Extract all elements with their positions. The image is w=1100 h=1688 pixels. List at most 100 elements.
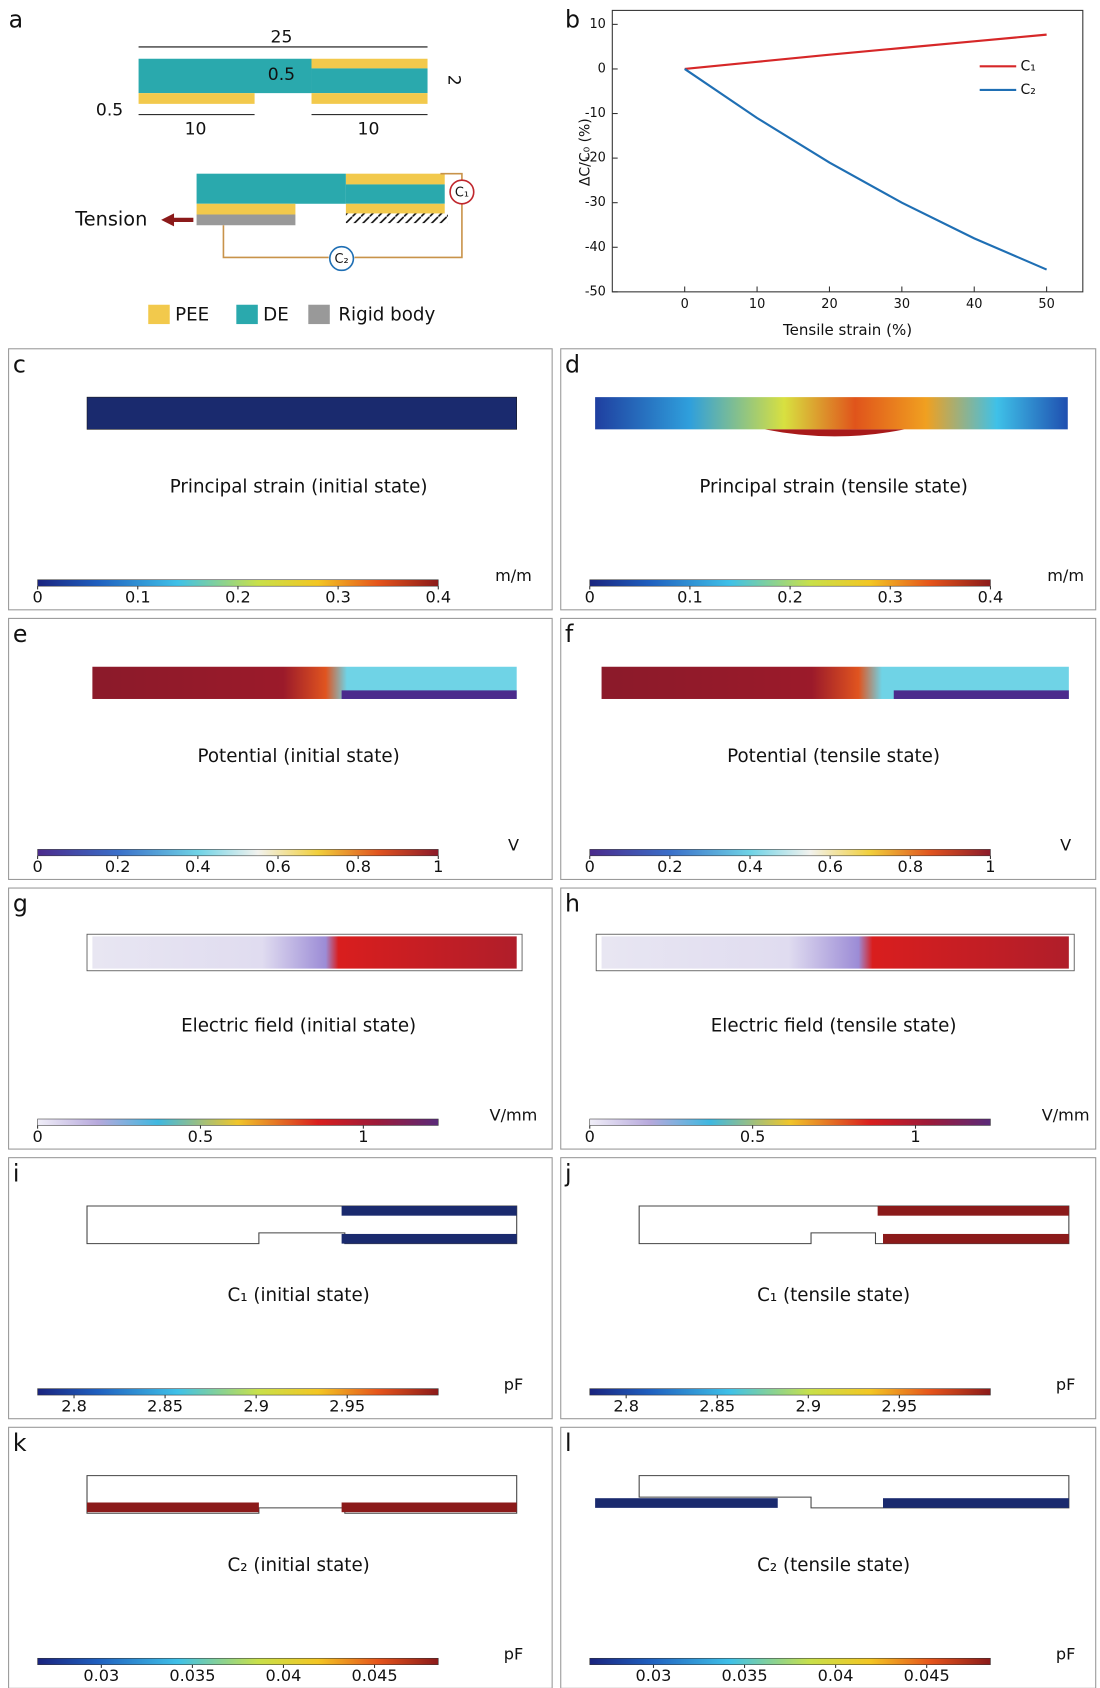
circuit-label: C₁ xyxy=(455,186,469,201)
map-panel: kC₂ (initial state)0.030.0350.040.045pF xyxy=(9,1427,553,1688)
electrode xyxy=(342,690,517,699)
colorbar-tick-label: 2.9 xyxy=(795,1396,821,1415)
line xyxy=(685,69,1047,270)
figure: a 25 0.5 2 0.5 10 10 Tension C₁ C₂ PEE D… xyxy=(0,0,1100,1688)
legend-label: C₁ xyxy=(1021,58,1036,74)
x-tick-label: 0 xyxy=(681,297,689,312)
colorbar xyxy=(38,1119,439,1125)
caption: Potential (initial state) xyxy=(198,746,400,767)
colorbar-unit: pF xyxy=(1056,1375,1076,1394)
panel-label: e xyxy=(13,620,28,648)
colorbar xyxy=(590,1658,991,1664)
x-axis-label: Tensile strain (%) xyxy=(782,321,912,339)
colorbar-unit: m/m xyxy=(495,566,532,585)
panel-label: l xyxy=(565,1429,572,1457)
panel-label: f xyxy=(565,620,574,648)
colorbar-tick-label: 1 xyxy=(985,857,995,876)
colorbar-tick-label: 2.8 xyxy=(613,1396,639,1415)
colorbar-unit: pF xyxy=(504,1645,524,1664)
colorbar-tick-label: 0.1 xyxy=(677,588,703,607)
caption: C₂ (tensile state) xyxy=(757,1555,910,1576)
caption: C₁ (tensile state) xyxy=(757,1285,910,1306)
colorbar-tick-label: 0 xyxy=(32,857,42,876)
panel-label: b xyxy=(565,6,580,34)
y-tick-label: -10 xyxy=(585,106,606,121)
y-tick-label: 10 xyxy=(589,17,605,32)
circuit-label: C₂ xyxy=(335,252,349,267)
colorbar-tick-label: 0.035 xyxy=(721,1666,767,1685)
schematic xyxy=(139,47,474,324)
colorbar-tick-label: 0.03 xyxy=(636,1666,672,1685)
legend-label: Rigid body xyxy=(338,304,435,325)
colorbar-unit: V xyxy=(1060,836,1071,855)
dimension: 10 xyxy=(358,120,380,140)
colorbar-tick-label: 1 xyxy=(433,857,443,876)
caption: Electric field (tensile state) xyxy=(711,1016,957,1037)
line xyxy=(685,35,1047,69)
colorbar-tick-label: 2.8 xyxy=(61,1396,87,1415)
colorbar-unit: m/m xyxy=(1047,566,1084,585)
dimension: 10 xyxy=(185,120,207,140)
colorbar-tick-label: 0.3 xyxy=(877,588,903,607)
colorbar-tick-label: 0.04 xyxy=(818,1666,854,1685)
colorbar-tick-label: 0.4 xyxy=(425,588,451,607)
colorbar-tick-label: 0.8 xyxy=(897,857,923,876)
specimen xyxy=(602,936,1069,968)
colorbar-tick-label: 0.6 xyxy=(817,857,843,876)
colorbar-tick-label: 2.85 xyxy=(699,1396,735,1415)
colorbar-tick-label: 0.03 xyxy=(83,1666,119,1685)
colorbar-unit: V/mm xyxy=(490,1105,538,1124)
colorbar-tick-label: 0.1 xyxy=(125,588,151,607)
colorbar-tick-label: 0 xyxy=(32,1127,42,1146)
colorbar-tick-label: 1 xyxy=(358,1127,368,1146)
electrode xyxy=(342,1234,517,1244)
colorbar xyxy=(590,580,991,586)
x-tick-label: 50 xyxy=(1038,297,1054,312)
dimension: 0.5 xyxy=(268,65,295,85)
panel-label: d xyxy=(565,350,580,378)
panel-label: g xyxy=(13,890,28,918)
colorbar-tick-label: 0.6 xyxy=(265,857,291,876)
electrode xyxy=(342,1502,517,1512)
colorbar xyxy=(38,1389,439,1395)
colorbar-tick-label: 2.85 xyxy=(147,1396,183,1415)
colorbar-tick-label: 0.2 xyxy=(777,588,803,607)
colorbar-tick-label: 0.4 xyxy=(737,857,763,876)
specimen-neck xyxy=(765,429,905,436)
colorbar-tick-label: 0.4 xyxy=(185,857,211,876)
legend-label: DE xyxy=(263,304,289,325)
y-tick-label: -50 xyxy=(585,284,606,299)
x-tick-label: 30 xyxy=(894,297,910,312)
colorbar-tick-label: 0.2 xyxy=(225,588,251,607)
colorbar-tick-label: 0.2 xyxy=(105,857,131,876)
x-tick-label: 40 xyxy=(966,297,982,312)
y-tick-label: -40 xyxy=(585,240,606,255)
colorbar xyxy=(38,1658,439,1664)
colorbar xyxy=(590,849,991,855)
dimension: 0.5 xyxy=(96,100,123,120)
electrode xyxy=(87,1502,259,1512)
colorbar-tick-label: 0 xyxy=(585,1127,595,1146)
colorbar-tick-label: 2.95 xyxy=(881,1396,917,1415)
colorbar-tick-label: 0.035 xyxy=(169,1666,215,1685)
specimen xyxy=(92,936,516,968)
colorbar xyxy=(38,849,439,855)
electrode xyxy=(883,1234,1069,1244)
electrode xyxy=(595,1498,778,1508)
caption: Potential (tensile state) xyxy=(727,746,940,767)
colorbar-tick-label: 0 xyxy=(32,588,42,607)
y-tick-label: 0 xyxy=(598,61,606,76)
x-tick-label: 10 xyxy=(749,297,765,312)
legend-label: C₂ xyxy=(1021,82,1036,98)
colorbar-tick-label: 0.045 xyxy=(904,1666,950,1685)
map-panel: e Potential (initial state) 0 0.2 0.4 0.6 0.8 1… xyxy=(9,618,553,879)
electrode xyxy=(894,690,1069,699)
legend-label: PEE xyxy=(175,304,209,325)
colorbar-tick-label: 0.8 xyxy=(345,857,371,876)
electrode xyxy=(342,1206,517,1216)
specimen xyxy=(595,397,1068,429)
